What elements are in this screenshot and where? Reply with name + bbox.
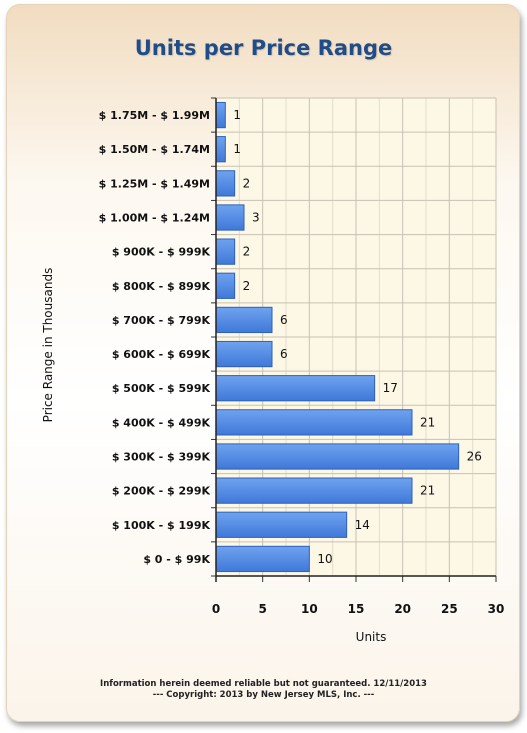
data-label: 1 — [233, 142, 241, 156]
y-tick-label: $ 1.25M - $ 1.49M — [99, 177, 210, 190]
y-tick-label: $ 700K - $ 799K — [112, 314, 211, 327]
bar — [215, 238, 236, 265]
data-label: 21 — [420, 415, 435, 429]
y-tick-label: $ 500K - $ 599K — [112, 382, 211, 395]
data-label: 2 — [243, 279, 251, 293]
y-tick-label: $ 1.50M - $ 1.74M — [99, 143, 210, 156]
data-label: 6 — [280, 313, 288, 327]
x-tick-label: 30 — [488, 602, 505, 616]
bar — [215, 409, 413, 436]
y-tick-label: $ 300K - $ 399K — [112, 451, 211, 464]
y-tick-label: $ 600K - $ 699K — [112, 348, 211, 361]
footer-disclaimer: Information herein deemed reliable but n… — [0, 679, 527, 701]
x-tick-label: 25 — [441, 602, 458, 616]
bar — [215, 170, 236, 197]
y-tick-label: $ 900K - $ 999K — [112, 246, 211, 259]
y-tick-label: $ 400K - $ 499K — [112, 416, 211, 429]
bar — [215, 545, 310, 573]
data-label: 3 — [252, 211, 260, 225]
bar — [215, 511, 348, 538]
data-label: 2 — [243, 176, 251, 190]
y-tick-label: $ 200K - $ 299K — [112, 485, 211, 498]
data-label: 17 — [383, 381, 398, 395]
x-tick-label: 15 — [348, 602, 365, 616]
bar — [215, 375, 376, 402]
x-tick-label: 5 — [258, 602, 266, 616]
footer-line-2: --- Copyright: 2013 by New Jersey MLS, I… — [152, 690, 375, 700]
data-label: 26 — [467, 450, 482, 464]
y-tick-label: $ 100K - $ 199K — [112, 519, 211, 532]
y-axis-title: Price Range in Thousands — [41, 268, 55, 423]
data-label: 21 — [420, 484, 435, 498]
data-label: 1 — [233, 108, 241, 122]
x-axis-title: Units — [356, 630, 387, 644]
footer-line-1: Information herein deemed reliable but n… — [100, 679, 427, 689]
x-tick-label: 20 — [394, 602, 411, 616]
bar — [215, 204, 245, 231]
y-tick-label: $ 1.75M - $ 1.99M — [99, 109, 210, 122]
data-label: 6 — [280, 347, 288, 361]
bar — [215, 340, 273, 368]
bar — [215, 306, 273, 334]
data-label: 2 — [243, 245, 251, 259]
bar — [215, 443, 460, 470]
data-label: 14 — [355, 518, 370, 532]
x-tick-label: 0 — [212, 602, 220, 616]
bar — [215, 136, 226, 163]
y-tick-label: $ 800K - $ 899K — [112, 280, 211, 293]
data-label: 10 — [317, 552, 332, 566]
x-tick-label: 10 — [301, 602, 318, 616]
chart-title: Units per Price Range — [134, 36, 393, 60]
bar — [215, 272, 236, 299]
y-tick-label: $ 0 - $ 99K — [143, 553, 210, 566]
bar — [215, 101, 226, 129]
bar — [215, 477, 413, 504]
y-tick-label: $ 1.00M - $ 1.24M — [99, 212, 210, 225]
